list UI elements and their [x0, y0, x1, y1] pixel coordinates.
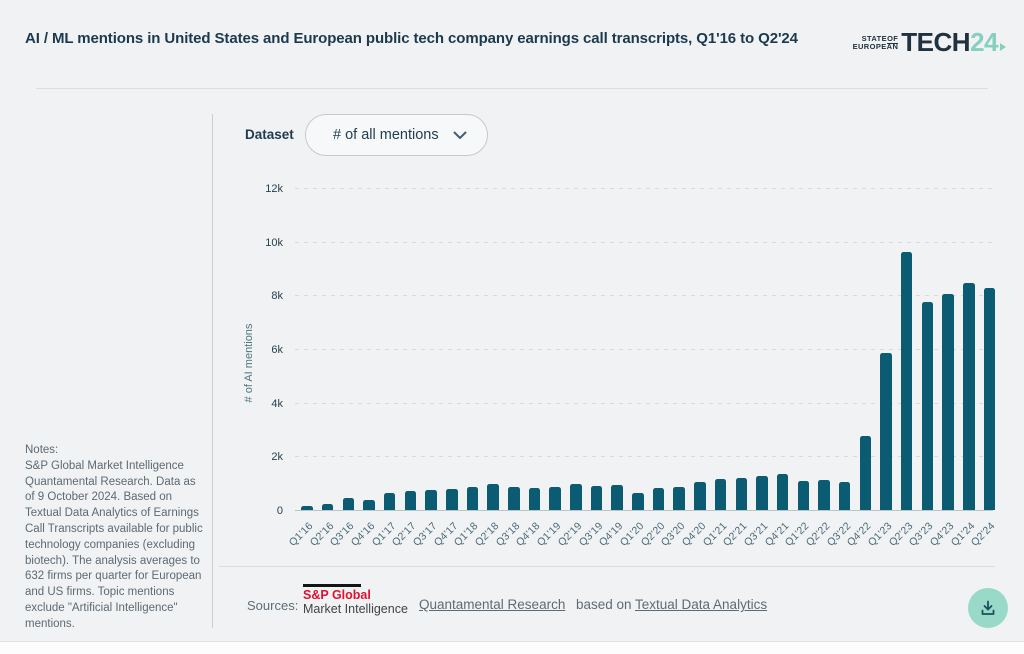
bar-Q1'17[interactable] — [383, 493, 396, 510]
logo-triangle-icon — [1000, 43, 1006, 51]
bar-Q4'17[interactable] — [446, 488, 458, 510]
y-tick-label-4k: 4k — [271, 397, 283, 410]
bar-Q2'18[interactable] — [487, 483, 499, 510]
bar-Q4'21[interactable] — [776, 474, 789, 510]
bar-Q1'19[interactable] — [549, 486, 561, 510]
gridline-2k — [295, 456, 993, 458]
vertical-divider — [212, 114, 213, 628]
gridline-4k — [295, 402, 993, 404]
logo-tech-text: TECH — [901, 27, 971, 57]
sp-logo-bar — [303, 584, 361, 587]
bar-Q4'20[interactable] — [694, 481, 706, 510]
dataset-dropdown-value: # of all mentions — [333, 127, 439, 143]
plot-area — [295, 188, 996, 511]
bar-Q3'21[interactable] — [756, 475, 768, 510]
notes-body: S&P Global Market Intelligence Quantamen… — [25, 459, 203, 630]
bar-Q2'24[interactable] — [983, 287, 996, 510]
gridline-8k — [295, 295, 993, 297]
y-tick-label-2k: 2k — [271, 451, 283, 464]
bottom-strip — [0, 641, 1024, 654]
logo-year-text: 24 — [970, 27, 998, 57]
notes-panel: Notes: S&P Global Market Intelligence Qu… — [25, 443, 207, 633]
logo-stacked-text: STATEOF EUROPEAN — [852, 33, 899, 51]
chevron-down-icon — [453, 131, 467, 139]
bar-Q1'18[interactable] — [466, 486, 479, 510]
gridline-12k — [295, 188, 993, 189]
bar-Q2'21[interactable] — [735, 477, 748, 510]
bar-Q3'23[interactable] — [921, 302, 934, 510]
dataset-dropdown[interactable]: # of all mentions — [305, 114, 488, 156]
textual-data-analytics-link[interactable]: Textual Data Analytics — [635, 597, 768, 612]
bar-Q3'22[interactable] — [838, 482, 851, 510]
bar-Q2'16[interactable] — [321, 503, 334, 510]
bar-Q1'21[interactable] — [714, 479, 727, 510]
y-tick-label-6k: 6k — [271, 344, 283, 356]
bar-Q1'16[interactable] — [301, 506, 313, 510]
sources-based-on-text: based on — [576, 597, 632, 612]
bar-Q4'22[interactable] — [859, 436, 872, 510]
bar-Q1'23[interactable] — [880, 353, 892, 510]
bar-Q1'20[interactable] — [632, 492, 644, 510]
bar-Q4'23[interactable] — [942, 294, 954, 510]
sp-logo-line2: Market Intelligence — [303, 602, 408, 616]
bar-Q2'20[interactable] — [652, 488, 665, 510]
download-icon — [981, 600, 995, 615]
bar-Q3'20[interactable] — [673, 487, 685, 510]
bar-Q3'17[interactable] — [425, 489, 437, 510]
dataset-label: Dataset — [245, 127, 294, 142]
bar-Q1'24[interactable] — [963, 283, 975, 510]
y-tick-label-12k: 12k — [265, 183, 283, 195]
y-tick-label-0: 0 — [276, 505, 283, 517]
bar-Q3'18[interactable] — [508, 486, 520, 510]
notes-heading: Notes: — [25, 444, 59, 456]
bar-Q3'19[interactable] — [590, 486, 603, 510]
gridline-10k — [295, 241, 993, 243]
sp-global-logo: S&P Global Market Intelligence — [303, 584, 408, 616]
page-title: AI / ML mentions in United States and Eu… — [25, 30, 798, 47]
x-axis-ticks: Q1'16 Q2'16 Q3'16 Q4'16 Q1'17 Q2'17 Q3'17 Q4'17… — [287, 189, 998, 569]
bar-Q2'23[interactable] — [900, 252, 913, 510]
state-of-european-tech-logo: STATEOF EUROPEAN TECH 24 — [853, 29, 1006, 55]
bar-Q3'16[interactable] — [342, 498, 355, 510]
bar-Q1'22[interactable] — [797, 480, 810, 510]
y-tick-label-8k: 8k — [271, 290, 283, 303]
sources-label: Sources: — [247, 598, 299, 613]
bar-Q4'16[interactable] — [363, 500, 375, 510]
chart-bottom-divider — [219, 566, 995, 567]
bar-Q2'17[interactable] — [404, 490, 417, 510]
y-axis-ticks: 0 2k 4k 6k 8k 10k 12k — [241, 183, 283, 517]
y-tick-label-10k: 10k — [265, 236, 283, 249]
bar-Q2'22[interactable] — [818, 480, 830, 510]
bar-Q2'19[interactable] — [570, 484, 582, 510]
quantamental-research-link[interactable]: Quantamental Research — [419, 597, 566, 612]
gridline-6k — [295, 349, 993, 350]
bar-Q4'18[interactable] — [528, 487, 541, 510]
bar-Q4'19[interactable] — [611, 484, 623, 510]
x-axis-baseline — [295, 510, 993, 511]
download-button[interactable] — [968, 588, 1008, 628]
sp-logo-line1: S&P Global — [303, 588, 371, 602]
header-divider — [36, 88, 988, 89]
